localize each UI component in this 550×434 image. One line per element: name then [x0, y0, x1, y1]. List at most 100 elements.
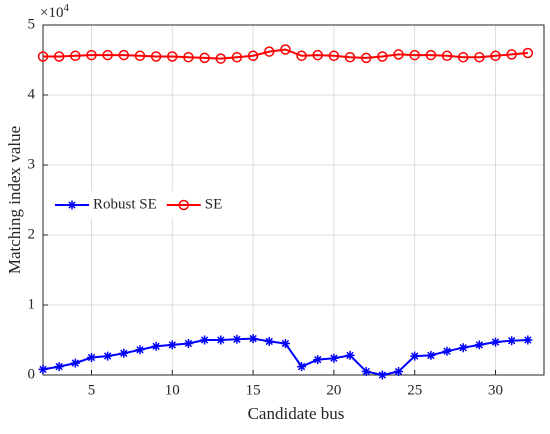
circle-marker [231, 51, 243, 63]
marker-shape [38, 364, 48, 374]
x-tick-label: 25 [407, 382, 422, 398]
asterisk-marker [151, 341, 161, 351]
circle-marker [37, 51, 49, 62]
circle-marker [264, 46, 275, 57]
marker-shape [86, 49, 97, 61]
marker-shape [313, 355, 323, 365]
marker-shape [247, 50, 259, 62]
circle-marker [328, 50, 340, 62]
asterisk-marker [86, 353, 96, 362]
circle-marker [409, 49, 420, 61]
circle-marker [425, 49, 437, 61]
y-tick-label: 0 [28, 366, 36, 382]
legend-label: SE [205, 196, 223, 212]
circle-marker [70, 50, 81, 62]
marker-shape [70, 358, 80, 368]
marker-shape [103, 351, 113, 361]
marker-shape [360, 52, 372, 64]
circle-marker [490, 50, 501, 62]
marker-shape [441, 50, 453, 62]
circle-marker [522, 47, 534, 59]
circle-marker [474, 51, 485, 63]
asterisk-marker [38, 364, 48, 374]
circle-marker [506, 49, 517, 60]
asterisk-marker [54, 362, 64, 372]
y-tick-label: 3 [28, 156, 36, 172]
asterisk-marker [103, 351, 113, 361]
marker-shape [264, 336, 274, 346]
x-tick-label: 20 [326, 382, 341, 398]
circle-marker [457, 51, 469, 63]
asterisk-marker [377, 370, 387, 380]
marker-shape [53, 51, 65, 62]
asterisk-marker [345, 350, 355, 360]
marker-shape [328, 50, 340, 62]
circle-marker [102, 49, 113, 61]
marker-shape [297, 362, 307, 372]
marker-shape [167, 340, 177, 350]
asterisk-marker [491, 337, 501, 347]
marker-shape [178, 199, 190, 211]
axes-frame [42, 24, 545, 376]
legend-label: Robust SE [93, 196, 157, 212]
circle-marker [134, 50, 146, 62]
circle-marker [167, 51, 178, 62]
x-tick-label: 5 [88, 382, 96, 398]
marker-shape [86, 353, 96, 362]
y-axis-label: Matching index value [5, 126, 24, 274]
y-tick-label: 1 [28, 296, 36, 312]
circle-marker [183, 51, 194, 63]
y-tick-label: 2 [28, 226, 36, 242]
marker-shape [135, 345, 145, 355]
asterisk-marker [507, 336, 517, 346]
marker-shape [280, 339, 290, 348]
x-axis-label: Candidate bus [248, 404, 345, 423]
asterisk-marker [216, 335, 226, 345]
circle-marker [280, 44, 291, 55]
asterisk-marker [474, 340, 484, 350]
marker-shape [474, 51, 485, 63]
asterisk-marker [264, 336, 274, 346]
marker-shape [216, 335, 226, 345]
marker-shape [377, 370, 387, 380]
y-offset-label: ×104 [40, 2, 69, 22]
asterisk-marker [329, 353, 339, 363]
asterisk-marker [426, 350, 436, 360]
circle-marker [441, 50, 453, 62]
marker-shape [312, 49, 323, 61]
asterisk-marker [70, 358, 80, 368]
marker-shape [118, 49, 130, 61]
y-offset-exponent: 4 [63, 2, 69, 14]
marker-shape [490, 50, 501, 62]
marker-shape [426, 350, 436, 360]
asterisk-marker [442, 346, 452, 356]
marker-shape [361, 367, 371, 376]
marker-shape [232, 334, 242, 344]
asterisk-marker [523, 335, 533, 345]
marker-shape [183, 51, 194, 63]
x-tick-label: 15 [246, 382, 261, 398]
x-tick-label: 10 [165, 382, 180, 398]
marker-shape [102, 49, 113, 61]
marker-shape [231, 51, 243, 63]
marker-shape [425, 49, 437, 61]
marker-shape [54, 362, 64, 372]
marker-shape [394, 367, 404, 376]
marker-shape [280, 44, 291, 55]
marker-shape [183, 339, 193, 348]
circle-marker [344, 51, 356, 63]
marker-shape [329, 353, 339, 363]
marker-shape [442, 346, 452, 356]
asterisk-marker [135, 345, 145, 355]
marker-shape [506, 49, 517, 60]
asterisk-marker [119, 348, 129, 358]
circle-marker [296, 50, 307, 62]
marker-shape [264, 46, 275, 57]
asterisk-marker [410, 351, 420, 361]
marker-shape [67, 200, 77, 210]
asterisk-marker [297, 362, 307, 372]
marker-shape [70, 50, 81, 62]
asterisk-marker [458, 343, 468, 353]
